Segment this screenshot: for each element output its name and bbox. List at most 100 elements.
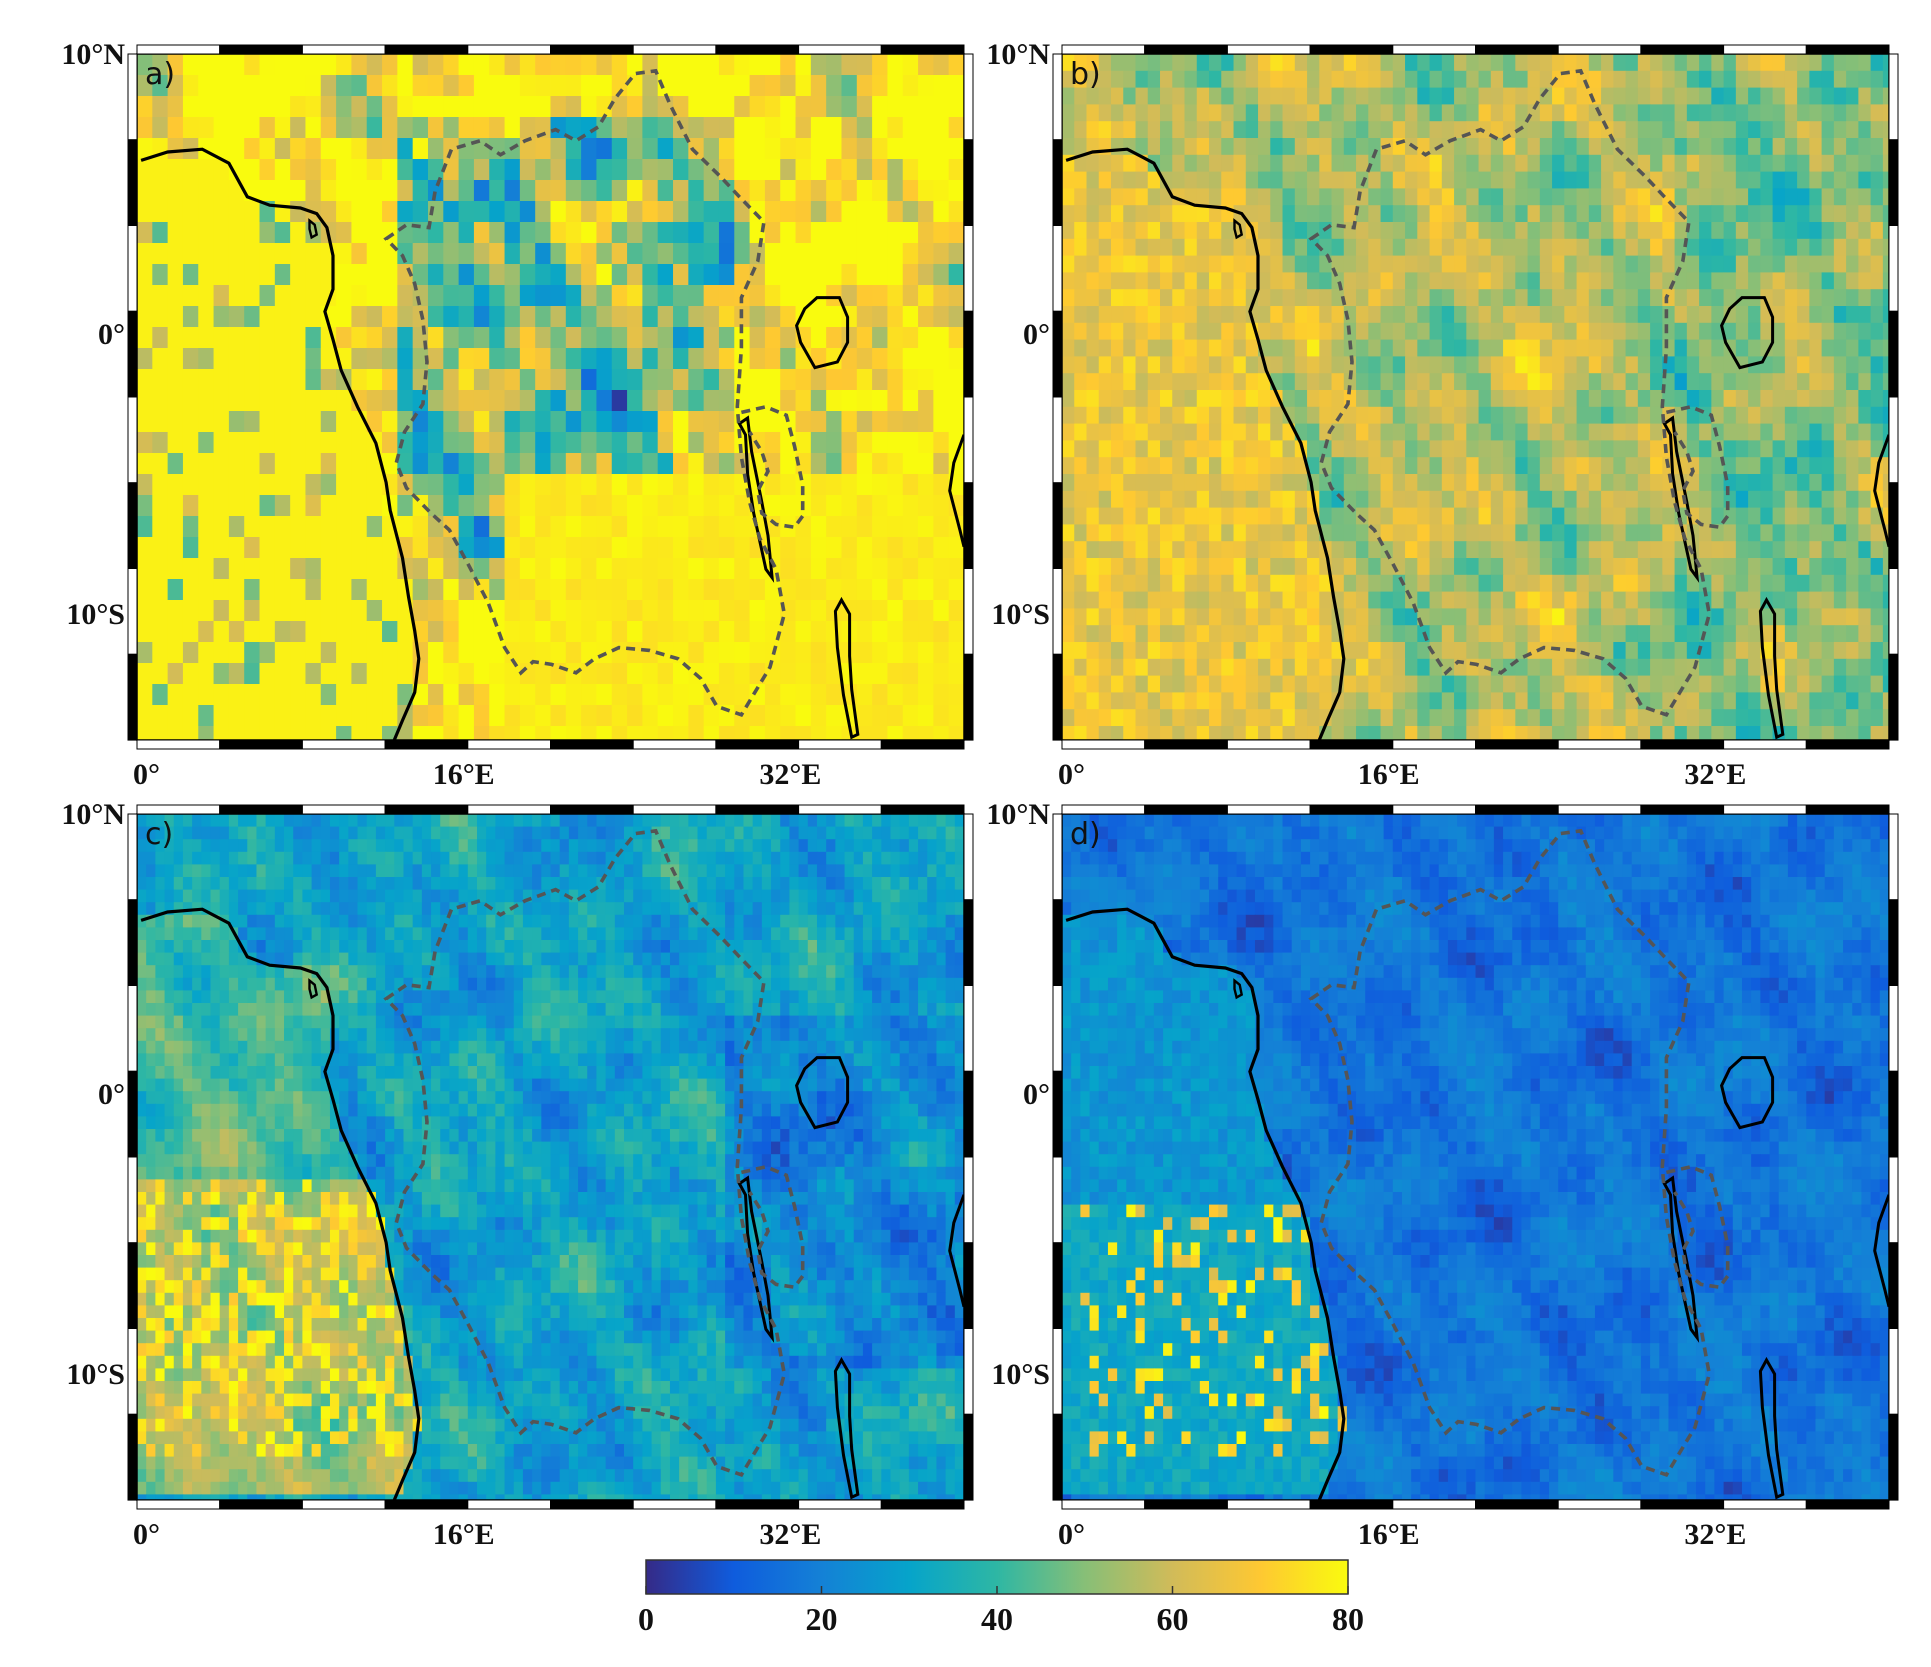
grid-cell bbox=[899, 814, 910, 828]
grid-cell bbox=[1601, 339, 1614, 357]
grid-cell bbox=[192, 814, 202, 828]
grid-cell bbox=[1735, 507, 1749, 525]
grid-cell bbox=[1405, 574, 1418, 593]
grid-cell bbox=[795, 159, 812, 181]
grid-cell bbox=[1147, 171, 1161, 189]
grid-cell bbox=[366, 159, 383, 181]
grid-cell bbox=[1417, 356, 1431, 374]
grid-cell bbox=[902, 285, 919, 307]
grid-cell bbox=[1613, 356, 1627, 374]
grid-cell bbox=[725, 814, 735, 828]
grid-cell bbox=[1686, 322, 1700, 341]
grid-cell bbox=[305, 159, 322, 181]
grid-cell bbox=[213, 621, 230, 643]
grid-cell bbox=[1441, 54, 1455, 72]
grid-cell bbox=[182, 642, 199, 664]
grid-cell bbox=[764, 180, 781, 202]
grid-cell bbox=[1209, 541, 1222, 559]
grid-cell bbox=[305, 327, 322, 349]
grid-cell bbox=[568, 814, 579, 828]
grid-cell bbox=[826, 663, 843, 685]
grid-cell bbox=[780, 222, 797, 244]
grid-cell bbox=[1184, 87, 1198, 105]
grid-cell bbox=[1405, 675, 1418, 693]
grid-cell bbox=[872, 117, 889, 139]
grid-cell bbox=[1184, 709, 1198, 727]
grid-cell bbox=[1282, 322, 1296, 341]
grid-cell bbox=[1539, 709, 1553, 727]
grid-cell bbox=[489, 348, 506, 370]
grid-cell bbox=[642, 495, 659, 517]
grid-cell bbox=[1405, 306, 1418, 324]
grid-cell bbox=[1172, 591, 1186, 609]
grid-cell bbox=[764, 159, 781, 181]
grid-cell bbox=[519, 222, 536, 244]
grid-cell bbox=[1160, 524, 1173, 542]
grid-cell bbox=[1797, 524, 1810, 542]
grid-cell bbox=[1686, 188, 1700, 206]
grid-cell bbox=[1797, 356, 1810, 374]
grid-cell bbox=[348, 814, 359, 828]
grid-cell bbox=[810, 558, 827, 580]
grid-cell bbox=[182, 826, 193, 840]
grid-cell bbox=[443, 453, 460, 475]
grid-cell bbox=[611, 327, 628, 349]
grid-cell bbox=[669, 851, 680, 865]
grid-cell bbox=[1833, 289, 1847, 307]
grid-cell bbox=[228, 495, 245, 517]
grid-cell bbox=[581, 327, 598, 349]
grid-cell bbox=[1258, 322, 1271, 341]
grid-cell bbox=[1613, 54, 1627, 72]
grid-cell bbox=[467, 826, 478, 840]
grid-cell bbox=[642, 306, 659, 328]
grid-cell bbox=[320, 579, 337, 601]
grid-cell bbox=[1637, 339, 1651, 357]
grid-cell bbox=[1135, 658, 1149, 677]
grid-cell bbox=[657, 621, 674, 643]
grid-cell bbox=[565, 453, 582, 475]
grid-cell bbox=[412, 839, 423, 853]
grid-cell bbox=[1723, 322, 1737, 341]
grid-cell bbox=[550, 726, 567, 740]
grid-cell bbox=[397, 348, 414, 370]
grid-cell bbox=[862, 814, 873, 828]
grid-cell bbox=[421, 839, 432, 853]
grid-cell bbox=[1760, 423, 1774, 441]
grid-cell bbox=[1111, 87, 1124, 105]
grid-cell bbox=[1846, 490, 1859, 509]
grid-cell bbox=[789, 851, 800, 865]
grid-cell bbox=[1380, 322, 1394, 341]
grid-cell bbox=[213, 327, 230, 349]
grid-cell bbox=[581, 411, 598, 433]
grid-cell bbox=[764, 705, 781, 727]
grid-cell bbox=[1711, 390, 1725, 408]
grid-cell bbox=[256, 826, 267, 840]
grid-cell bbox=[945, 814, 956, 828]
grid-cell bbox=[504, 222, 521, 244]
grid-cell bbox=[1870, 121, 1884, 139]
grid-cell bbox=[1870, 541, 1884, 559]
grid-cell bbox=[657, 348, 674, 370]
grid-cell bbox=[1429, 524, 1443, 542]
grid-cell bbox=[1111, 188, 1124, 206]
grid-cell bbox=[458, 222, 475, 244]
grid-cell bbox=[427, 663, 444, 685]
grid-cell bbox=[918, 222, 934, 244]
grid-cell bbox=[1833, 306, 1847, 324]
grid-cell bbox=[1294, 70, 1308, 89]
grid-cell bbox=[1772, 524, 1786, 542]
grid-cell bbox=[244, 453, 261, 475]
grid-cell bbox=[1258, 423, 1271, 441]
grid-cell bbox=[1307, 608, 1320, 626]
grid-cell bbox=[887, 516, 904, 538]
grid-cell bbox=[1441, 154, 1455, 173]
grid-cell bbox=[366, 306, 383, 328]
grid-cell bbox=[1258, 87, 1271, 105]
grid-cell bbox=[397, 96, 414, 118]
grid-cell bbox=[1552, 222, 1565, 240]
grid-cell bbox=[1282, 255, 1296, 273]
grid-cell bbox=[1527, 558, 1541, 576]
grid-cell bbox=[182, 600, 199, 622]
grid-cell bbox=[1882, 188, 1889, 206]
grid-cell bbox=[1760, 138, 1774, 156]
